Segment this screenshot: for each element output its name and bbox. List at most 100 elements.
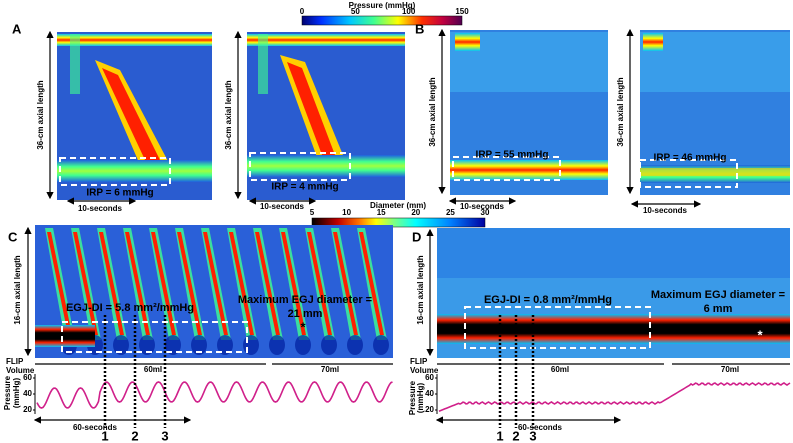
panel-label: B [415, 21, 424, 36]
irp-label: IRP = 46 mmHg [654, 153, 727, 164]
y-tick-label: 20 [23, 405, 32, 414]
marker-number: 1 [101, 428, 108, 443]
max-egj-value: 21 mm [288, 308, 323, 320]
time-scale: 10-seconds [78, 204, 123, 213]
y-axis-label: 36-cm axial length [616, 77, 625, 146]
y-axis-label: 16-cm axial length [416, 255, 425, 324]
colorbar-tick-label: 15 [377, 208, 386, 217]
volume: 60ml [144, 365, 162, 374]
panel-label: C [8, 229, 18, 244]
heatmap [57, 32, 212, 200]
y-tick-label: 60 [425, 373, 434, 382]
colorbar-tick-label: 25 [446, 208, 455, 217]
marker-number: 1 [496, 428, 503, 443]
stripe [321, 335, 337, 355]
time-scale: 10-seconds [460, 202, 505, 211]
asterisk: * [757, 327, 763, 342]
max-egj: Maximum EGJ diameter = [651, 289, 785, 301]
stripe [191, 335, 207, 355]
colorbar-tick-label: 100 [402, 7, 416, 16]
colorbar-tick-label: 0 [300, 7, 305, 16]
colorbar-tick-label: 10 [342, 208, 351, 217]
colorbar-tick-label: 50 [351, 7, 360, 16]
stripe [359, 232, 384, 335]
stripe [99, 232, 124, 335]
irp-label: IRP = 55 mmHg [476, 150, 549, 161]
time-scale: 10-seconds [643, 206, 688, 215]
marker-number: 3 [529, 428, 536, 443]
y-tick-label: 20 [425, 405, 434, 414]
stripe [125, 232, 150, 335]
colorbar-title: Diameter (mm) [370, 201, 426, 210]
stripe [229, 232, 254, 335]
flip-label: FLIP [410, 357, 428, 366]
colorbar-tick-label: 20 [411, 208, 420, 217]
stripe [139, 335, 155, 355]
marker-number: 3 [161, 428, 168, 443]
y-tick-label: 40 [425, 389, 434, 398]
marker-number: 2 [512, 428, 519, 443]
heatmap [35, 225, 393, 358]
stripe [333, 232, 358, 335]
stripe [165, 335, 181, 355]
stripe [47, 232, 72, 335]
time-scale: 60-seconds [73, 423, 118, 432]
marker-number: 2 [131, 428, 138, 443]
stripe [203, 232, 228, 335]
y-axis-label: 16-cm axial length [13, 255, 22, 324]
colorbar-title: Pressure (mmHg) [349, 1, 416, 10]
pressure-label: Pressure [3, 375, 12, 410]
egj-di: EGJ-DI = 0.8 mm²/mmHg [484, 294, 612, 306]
time-scale: 10-seconds [260, 202, 305, 211]
volume: 70ml [721, 365, 739, 374]
stripe [295, 335, 311, 355]
stripe [151, 232, 176, 335]
y-tick-label: 60 [23, 373, 32, 382]
y-tick-label: 40 [23, 389, 32, 398]
stripe [307, 232, 332, 335]
diameter-colorbar [311, 217, 486, 228]
panel-label: D [412, 229, 421, 244]
max-egj-value: 6 mm [704, 303, 733, 315]
stripe [269, 335, 285, 355]
egj-di: EGJ-DI = 5.8 mm²/mmHg [66, 302, 194, 314]
pressure-label: Pressure [408, 380, 417, 415]
stripe [255, 232, 280, 335]
stripe [373, 335, 389, 355]
panel-label: A [12, 21, 22, 36]
colorbar-tick-label: 30 [481, 208, 490, 217]
heatmap [247, 32, 405, 200]
volume-label: Volume [6, 366, 35, 375]
pressure-colorbar [301, 15, 463, 26]
axis-arrows [24, 28, 790, 424]
stripe [243, 335, 259, 355]
colorbar-tick-label: 150 [455, 7, 469, 16]
stripe [281, 232, 306, 335]
stripe [217, 335, 233, 355]
stripe [113, 335, 129, 355]
asterisk: * [300, 319, 306, 334]
stripe [73, 232, 98, 335]
time-scale: 60-seconds [518, 423, 563, 432]
max-egj: Maximum EGJ diameter = [238, 294, 372, 306]
volume: 70ml [321, 365, 339, 374]
y-axis-label: 36-cm axial length [428, 77, 437, 146]
volume-label: Volume [410, 366, 439, 375]
heatmap-overlay [35, 321, 248, 353]
heatmap [437, 228, 790, 358]
flip-label: FLIP [6, 357, 24, 366]
stripe [347, 335, 363, 355]
pressure-trace [438, 382, 791, 412]
pressure-unit: (mmHg) [416, 383, 425, 414]
heatmap [450, 30, 608, 195]
heatmap [639, 30, 790, 195]
volume: 60ml [551, 365, 569, 374]
irp-label: IRP = 4 mmHg [271, 182, 338, 193]
colorbar-tick-label: 5 [310, 208, 315, 217]
irp-label: IRP = 6 mmHg [86, 188, 153, 199]
y-axis-label: 36-cm axial length [224, 80, 233, 149]
pressure-unit: (mmHg) [12, 378, 21, 409]
pressure-trace [36, 381, 393, 409]
y-axis-label: 36-cm axial length [36, 80, 45, 149]
